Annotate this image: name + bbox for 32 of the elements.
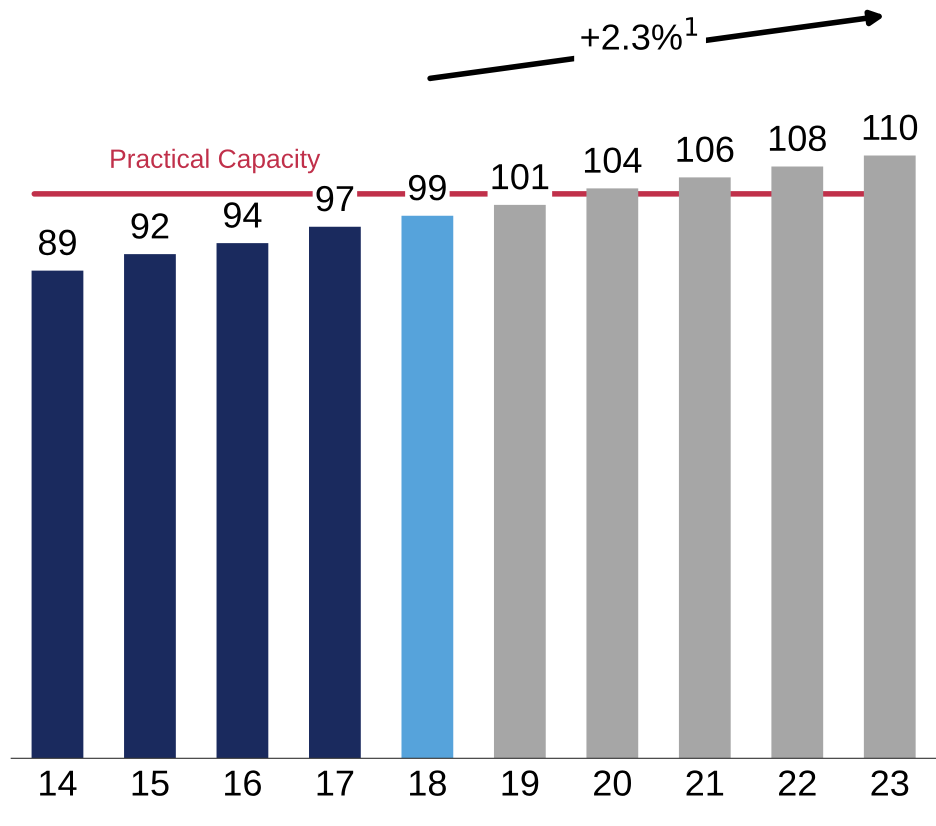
bar (494, 204, 546, 758)
x-tick-label: 21 (686, 770, 724, 796)
data-label: 94 (224, 202, 262, 228)
bar (309, 226, 361, 758)
data-label: 97 (316, 186, 354, 212)
bar (586, 188, 638, 758)
data-label: 92 (132, 213, 168, 239)
x-tick-label: 19 (502, 770, 538, 796)
bar (864, 156, 916, 758)
data-label: 89 (38, 230, 76, 256)
ref-line-label: Practical Capacity (111, 148, 320, 174)
data-label: 108 (770, 126, 826, 152)
data-label: 106 (677, 136, 734, 162)
x-tick-label: 16 (225, 770, 261, 796)
bar (124, 254, 176, 758)
text: +2.3%$^{1}$ (581, 17, 698, 50)
data-label: 104 (584, 147, 642, 174)
bar (401, 216, 454, 758)
data-label: 99 (408, 174, 446, 200)
data-label: 110 (864, 114, 918, 140)
x-tick-label: 14 (40, 770, 76, 796)
x-tick-label: 22 (779, 770, 816, 796)
bar (771, 166, 824, 758)
x-tick-label: 15 (132, 770, 169, 796)
x-tick-label: 23 (871, 770, 908, 796)
bar (216, 243, 268, 758)
bar (678, 177, 731, 758)
bar (32, 270, 84, 758)
x-tick-label: 17 (318, 770, 354, 796)
x-tick-label: 18 (410, 770, 446, 796)
x-tick-label: 20 (594, 770, 632, 796)
data-label: 101 (492, 164, 548, 190)
